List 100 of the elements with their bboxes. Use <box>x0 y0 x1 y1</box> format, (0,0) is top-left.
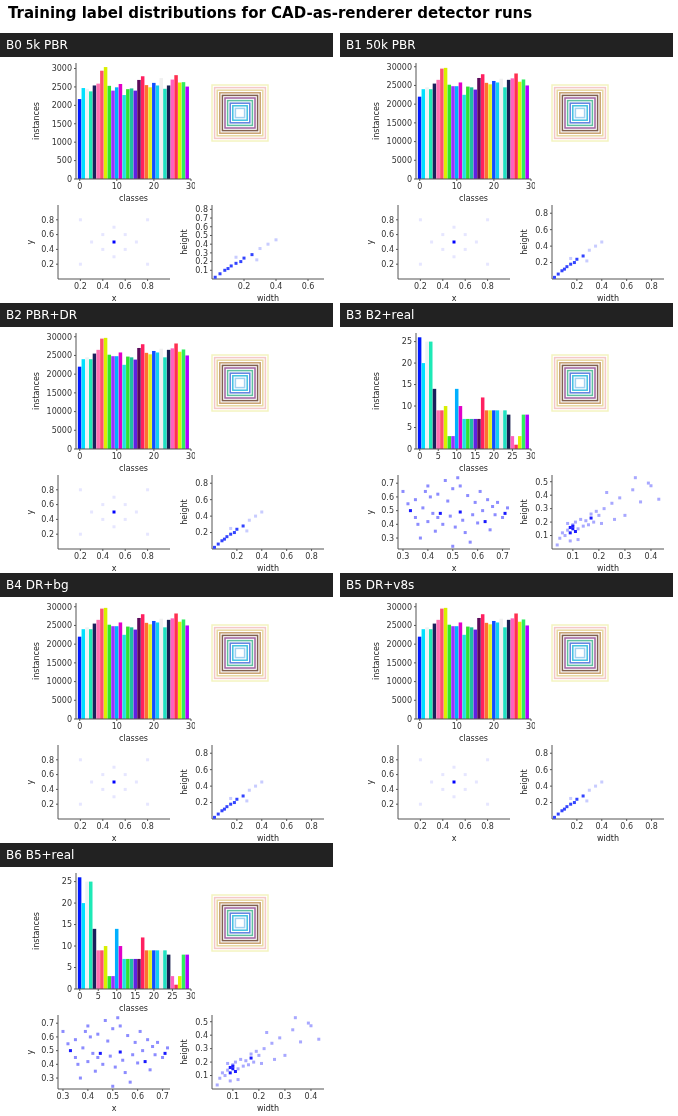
bar <box>492 410 496 449</box>
y-tick-label: 15 <box>61 920 72 930</box>
x-tick-label: 0.4 <box>595 281 609 291</box>
point <box>91 1051 95 1055</box>
point <box>441 522 445 526</box>
bar <box>96 349 100 449</box>
y-tick-label: 25000 <box>46 621 72 631</box>
x-tick-label: 0.8 <box>305 551 318 561</box>
bar <box>100 608 104 719</box>
bar <box>148 354 152 449</box>
point <box>448 514 452 518</box>
point <box>218 1076 222 1080</box>
x-tick-label: 0.4 <box>421 551 435 561</box>
point <box>452 240 456 244</box>
bar <box>185 954 189 989</box>
y-axis-title: height <box>519 499 529 525</box>
y-tick-label: 5000 <box>391 696 412 706</box>
bar <box>466 626 470 719</box>
point <box>143 1060 147 1064</box>
bar <box>126 958 130 989</box>
point <box>247 518 251 522</box>
point <box>556 272 560 276</box>
x-axis-title: classes <box>119 1004 148 1013</box>
x-tick-label: 0.6 <box>280 551 294 561</box>
bar <box>85 88 89 179</box>
y-tick-label: 0.2 <box>195 528 208 538</box>
point <box>78 1076 82 1080</box>
bar <box>477 77 481 179</box>
bar <box>122 364 126 449</box>
x-axis-title: classes <box>459 194 488 203</box>
bar <box>503 87 507 179</box>
y-tick-label: 0.6 <box>195 222 208 232</box>
point <box>569 802 573 806</box>
point <box>245 799 249 803</box>
x-tick-label: 0.4 <box>255 821 269 831</box>
bar <box>163 88 167 179</box>
point <box>438 511 442 515</box>
x-axis-title: x <box>111 564 117 573</box>
point <box>223 1074 227 1078</box>
point <box>552 275 556 279</box>
point <box>101 1062 105 1066</box>
point <box>103 1018 107 1022</box>
point <box>572 261 576 265</box>
point <box>552 815 556 819</box>
point <box>218 272 222 276</box>
bar <box>100 950 104 989</box>
y-tick-label: 0.6 <box>535 765 548 775</box>
bar <box>148 87 152 179</box>
bar <box>451 626 455 719</box>
bar <box>159 618 163 719</box>
point <box>576 538 580 542</box>
x-tick-label: 0.8 <box>481 821 494 831</box>
bar <box>462 634 466 719</box>
x-tick-label: 0 <box>417 451 423 461</box>
point <box>116 1016 120 1020</box>
x-tick-label: 0.6 <box>458 281 472 291</box>
y-tick-label: 2500 <box>51 82 72 92</box>
point <box>575 797 579 801</box>
bar <box>518 81 522 179</box>
point <box>112 780 116 784</box>
x-tick-label: 20 <box>148 721 159 731</box>
point <box>453 525 457 529</box>
point <box>503 511 507 515</box>
point <box>225 805 229 809</box>
y-axis-title: instances <box>371 101 381 141</box>
y-axis-title: y <box>365 239 375 245</box>
x-axis-title: width <box>596 564 620 573</box>
y-axis-title: height <box>179 769 189 795</box>
bar <box>477 418 481 449</box>
point <box>639 500 643 504</box>
x-tick-label: 0.4 <box>595 821 609 831</box>
point <box>466 494 470 498</box>
x-tick-label: 0.6 <box>471 551 485 561</box>
x-tick-label: 15 <box>470 451 481 461</box>
x-tick-label: 30 <box>185 181 197 191</box>
x-tick-label: 0.5 <box>446 551 460 561</box>
point <box>421 506 425 510</box>
x-axis-title: classes <box>459 734 488 743</box>
point <box>212 815 216 819</box>
x-tick-label: 0 <box>77 181 83 191</box>
x-tick-label: 0.2 <box>237 281 251 291</box>
y-tick-label: 25 <box>61 877 72 887</box>
point <box>657 497 661 501</box>
x-tick-label: 0.2 <box>570 821 584 831</box>
x-tick-label: 30 <box>185 721 197 731</box>
y-tick-label: 0 <box>406 714 412 724</box>
bar <box>174 75 178 179</box>
bar <box>492 80 496 179</box>
point <box>151 1045 155 1049</box>
point <box>569 262 573 266</box>
x-tick-label: 30 <box>525 721 537 731</box>
y-tick-label: 10 <box>401 401 412 411</box>
x-tick-label: 0.2 <box>414 821 427 831</box>
y-tick-label: 0.4 <box>535 491 548 501</box>
x-tick-label: 0 <box>417 721 423 731</box>
x-axis-title: x <box>111 294 117 303</box>
bar <box>499 618 503 719</box>
point <box>223 268 227 272</box>
x-axis-title: width <box>256 1104 280 1113</box>
point <box>600 240 604 244</box>
